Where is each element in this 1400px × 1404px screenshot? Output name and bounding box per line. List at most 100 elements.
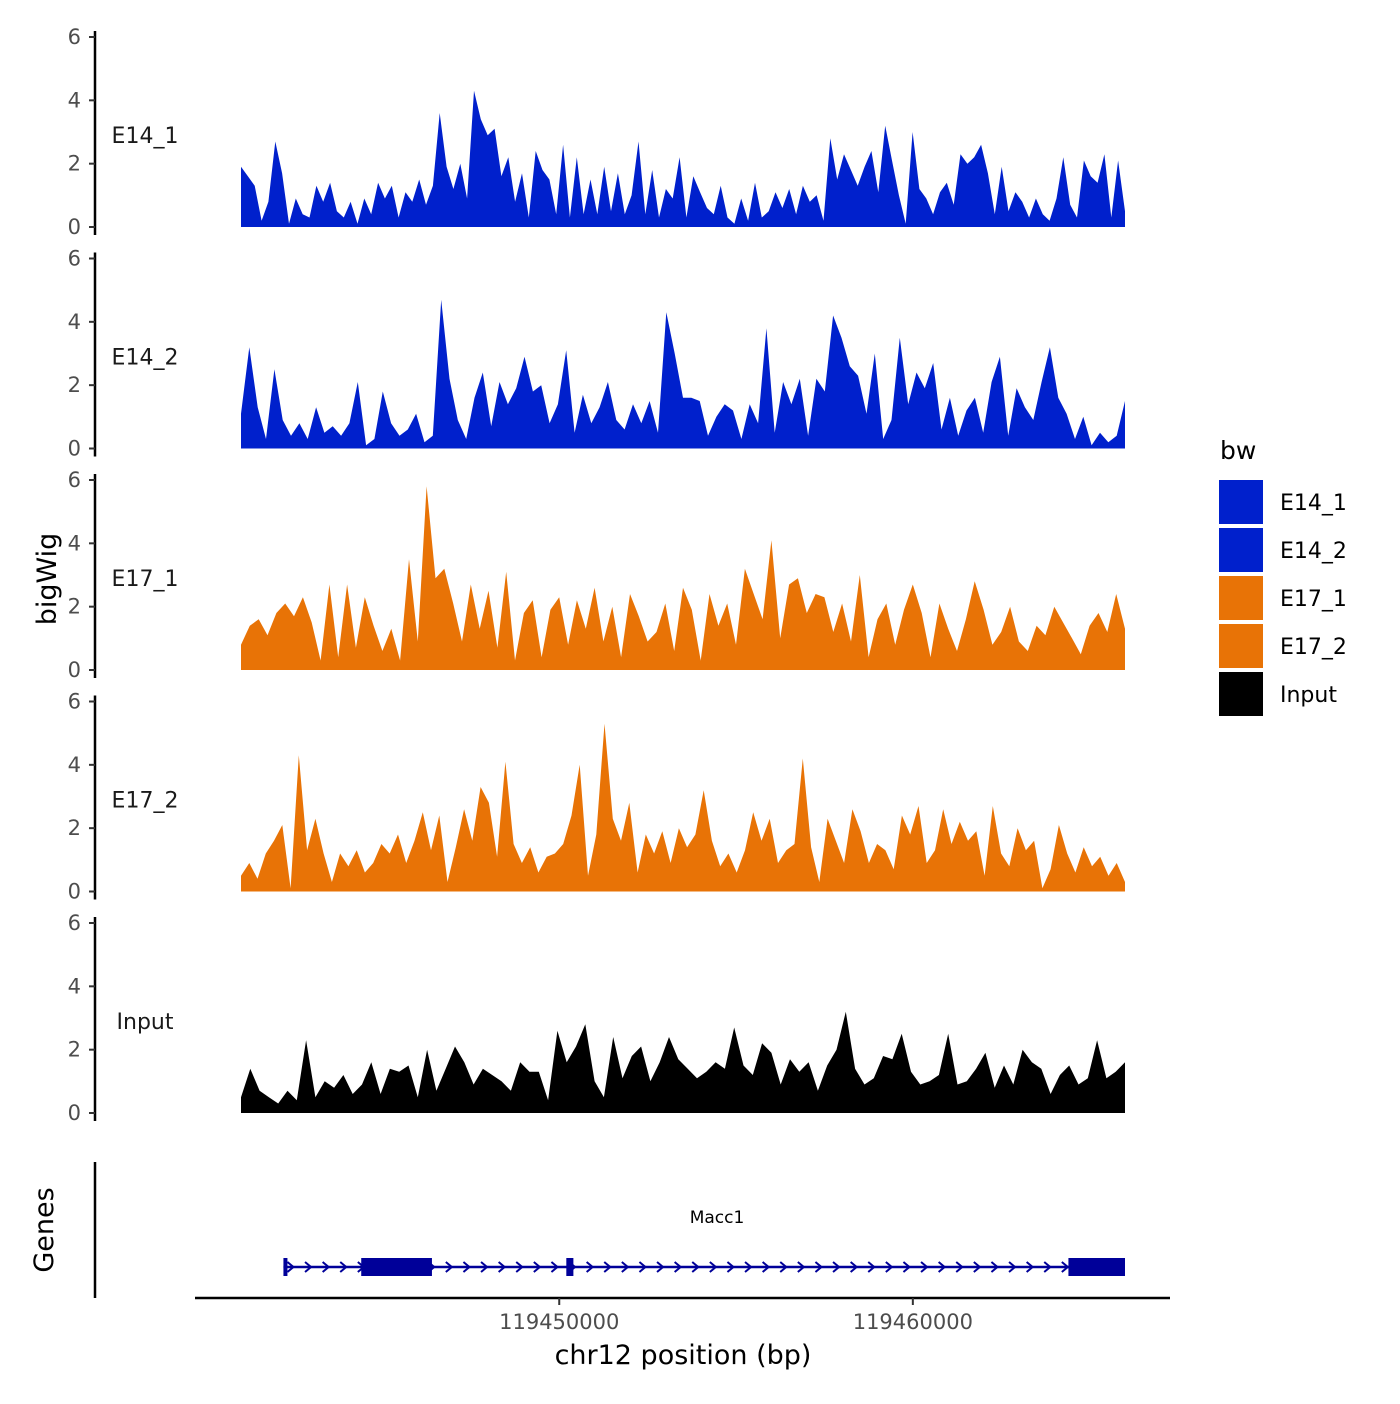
strand-arrow [867,1261,876,1273]
legend-entry-label: E14_1 [1280,491,1347,516]
gene-exon [1068,1258,1125,1276]
track-label: E17_2 [112,789,179,814]
track-E14_2: 0 2 4 6 E14_2 [68,247,1125,461]
legend-entry-label: E17_1 [1280,587,1347,612]
x-tick-label: 119460000 [853,1310,973,1334]
strand-arrow [339,1261,348,1273]
x-axis-title: chr12 position (bp) [555,1340,812,1371]
y-tick-label: 0 [68,880,81,904]
x-axis: 119450000 119460000 [195,1296,1170,1334]
track-label: Input [117,1010,174,1035]
strand-arrow [885,1261,894,1273]
gene-name-label: Macc1 [690,1208,745,1228]
legend-entry-label: Input [1280,683,1337,708]
strand-arrow [1043,1261,1052,1273]
y-tick-label: 0 [68,658,81,682]
track-E17_1: 0 2 4 6 E17_1 [68,468,1125,682]
strand-arrow [673,1261,683,1273]
strand-arrow [515,1261,524,1273]
y-tick-label: 4 [68,974,81,998]
x-tick-label: 119450000 [499,1310,619,1334]
y-tick-label: 2 [68,816,81,840]
y-tick-label: 4 [68,310,81,334]
y-tick-label: 2 [68,595,81,619]
gene-exon [283,1258,288,1276]
strand-arrow [656,1261,665,1273]
y-tick-label: 2 [68,373,81,397]
strand-arrow [462,1261,471,1273]
strand-arrow [937,1261,947,1273]
genes-track: Macc1 [93,1162,1125,1298]
legend-swatch [1219,576,1263,620]
genes-track-title: Genes [29,1187,60,1272]
strand-arrow [744,1261,753,1273]
legend-entry-label: E14_2 [1280,539,1347,564]
strand-arrow [779,1261,788,1273]
legend-swatch [1219,624,1263,668]
y-tick-label: 6 [68,911,81,935]
strand-arrow [497,1261,507,1273]
y-tick-label: 0 [68,1101,81,1125]
strand-arrow [585,1261,595,1273]
track-Input: 0 2 4 6 Input [68,911,1125,1125]
legend-entry-label: E17_2 [1280,635,1347,660]
strand-arrow [902,1261,911,1273]
y-tick-label: 6 [68,468,81,492]
y-tick-label: 6 [68,690,81,714]
strand-arrow [445,1261,454,1273]
area-E17_1 [241,486,1125,670]
strand-arrow [832,1261,841,1273]
strand-arrow [550,1261,559,1273]
area-E14_2 [241,299,1125,449]
strand-arrow [709,1261,718,1273]
y-tick-label: 6 [68,247,81,271]
strand-arrow [533,1261,542,1273]
legend-swatch [1219,672,1263,716]
strand-arrow [691,1261,700,1273]
strand-arrow [321,1261,331,1273]
strand-arrow [603,1261,612,1273]
strand-arrow [638,1261,647,1273]
y-tick-label: 2 [68,152,81,176]
gene-exon [361,1258,432,1276]
strand-arrow [480,1261,489,1273]
strand-arrow [920,1261,929,1273]
strand-arrow [1061,1261,1070,1273]
track-E14_1: 0 2 4 6 E14_1 [68,25,1125,239]
y-axis-title: bigWig [32,533,63,626]
gene-exon [566,1258,574,1276]
track-label: E14_1 [112,124,179,149]
strand-arrow [761,1261,771,1273]
strand-arrow [621,1261,630,1273]
y-tick-label: 2 [68,1038,81,1062]
strand-arrow [990,1261,999,1273]
area-E14_1 [241,90,1125,227]
legend-title: bw [1220,436,1256,465]
area-E17_2 [241,723,1125,892]
y-tick-label: 4 [68,753,81,777]
strand-arrow [814,1261,823,1273]
strand-arrow [304,1261,313,1273]
legend-swatch [1219,528,1263,572]
strand-arrow [849,1261,859,1273]
tracks-group: 0 2 4 6 E14_1 0 2 4 6 E14_2 0 2 4 6 E17_1 0 2 4 6 E17_2 0 2 4 6… [68,25,1125,1125]
track-E17_2: 0 2 4 6 E17_2 [68,690,1125,904]
strand-arrow [973,1261,982,1273]
track-label: E17_1 [112,567,179,592]
strand-arrow [1008,1261,1017,1273]
y-tick-label: 4 [68,88,81,112]
y-tick-label: 0 [68,215,81,239]
track-label: E14_2 [112,346,179,371]
y-tick-label: 6 [68,25,81,49]
legend: bw E14_1 E14_2 E17_1 E17_2 Input [1219,436,1347,716]
strand-arrow [726,1261,735,1273]
y-tick-label: 4 [68,531,81,555]
strand-arrow [797,1261,806,1273]
strand-arrow [955,1261,964,1273]
legend-swatch [1219,480,1263,524]
y-tick-label: 0 [68,437,81,461]
strand-arrow [1025,1261,1035,1273]
strand-arrow [286,1261,295,1273]
